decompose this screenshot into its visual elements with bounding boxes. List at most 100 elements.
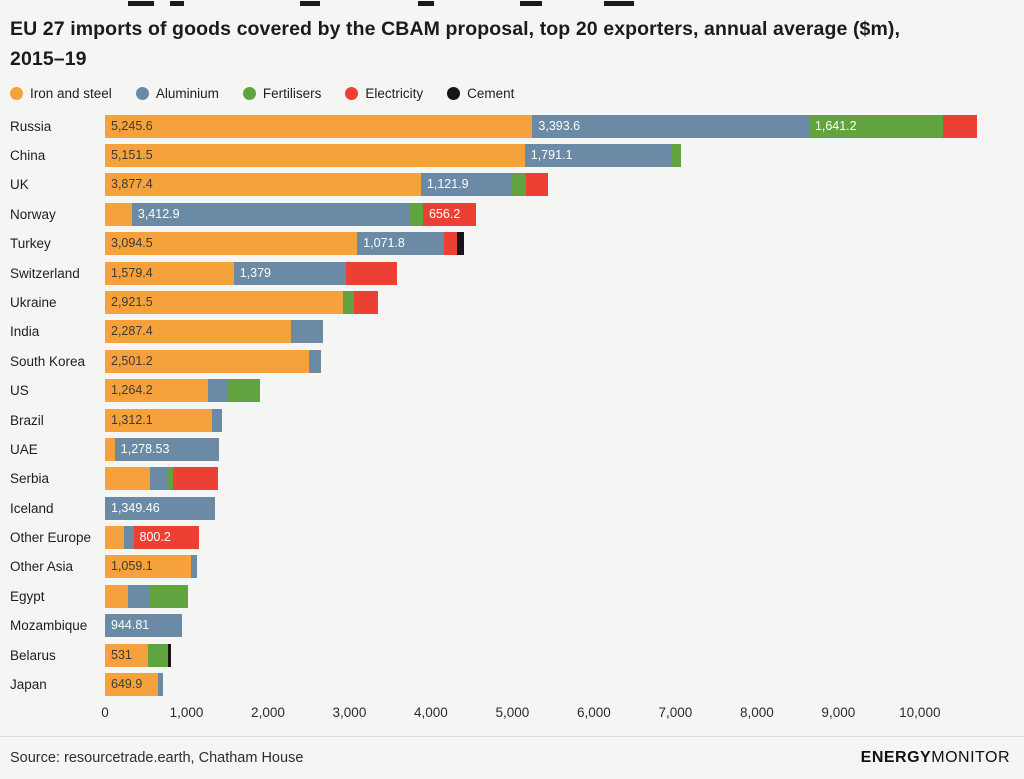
segment-fertilisers: 1,641.2: [808, 114, 943, 138]
value-label: 944.81: [111, 618, 150, 633]
category-label: South Korea: [10, 353, 86, 369]
bar-row-japan: Japan 649.9: [10, 670, 1024, 699]
legend-swatch-icon: [447, 87, 461, 101]
value-label: 1,312.1: [111, 412, 153, 427]
x-tick-label: 1,000: [169, 705, 204, 721]
x-tick-label: 3,000: [332, 705, 367, 721]
bar-track: 1,278.53: [105, 437, 985, 461]
segment-electricity: [172, 467, 219, 491]
bar-row-ukraine: Ukraine 2,921.5: [10, 288, 1024, 317]
category-label: Norway: [10, 206, 56, 222]
segment-iron-and-steel: 1,312.1: [105, 408, 212, 432]
segment-electricity: [444, 232, 457, 256]
bar-row-russia: Russia 5,245.6 3,393.6 1,641.2: [10, 111, 1024, 140]
segment-aluminium: [127, 584, 150, 608]
bar-track: 531: [105, 643, 985, 667]
legend-swatch-icon: [10, 87, 23, 101]
value-label: 5,151.5: [111, 148, 153, 163]
category-label: UAE: [10, 441, 38, 457]
bar-track: 5,151.5 1,791.1: [105, 144, 985, 168]
segment-iron-and-steel: 3,877.4: [105, 173, 421, 197]
bar-track: [105, 584, 985, 608]
bar-row-india: India 2,287.4: [10, 317, 1024, 346]
value-label: 800.2: [139, 530, 171, 545]
x-tick-label: 10,000: [899, 705, 941, 721]
legend-item-electricity: Electricity: [345, 86, 423, 101]
bar-row-uk: UK 3,877.4 1,121.9: [10, 170, 1024, 199]
bar-row-mozambique: Mozambique 944.81: [10, 611, 1024, 640]
x-tick-label: 5,000: [495, 705, 530, 721]
bar-track: 649.9: [105, 673, 985, 697]
segment-aluminium: [308, 349, 322, 373]
bar-track: 2,921.5: [105, 290, 985, 314]
category-label: India: [10, 324, 40, 340]
segment-fertilisers: [228, 379, 261, 403]
segment-electricity: 656.2: [422, 202, 477, 226]
segment-iron-and-steel: 5,245.6: [105, 114, 533, 138]
value-label: 1,579.4: [111, 265, 153, 280]
value-label: 531: [111, 647, 132, 662]
category-label: Mozambique: [10, 618, 88, 634]
segment-fertilisers: [409, 202, 423, 226]
value-label: 3,393.6: [538, 118, 581, 133]
segment-aluminium: [191, 555, 197, 579]
bar-row-turkey: Turkey 3,094.5 1,071.8: [10, 229, 1024, 258]
bar-row-egypt: Egypt: [10, 582, 1024, 611]
legend-swatch-icon: [242, 87, 256, 101]
value-label: 1,278.53: [120, 441, 170, 456]
value-label: 1,059.1: [111, 559, 153, 574]
bar-track: 5,245.6 3,393.6 1,641.2: [105, 114, 985, 138]
segment-aluminium: 1,121.9: [420, 173, 513, 197]
segment-iron-and-steel: 1,264.2: [105, 379, 208, 403]
bar-track: 1,312.1: [105, 408, 985, 432]
x-tick-label: 7,000: [658, 705, 693, 721]
segment-iron-and-steel: 649.9: [105, 673, 158, 697]
segment-aluminium: 944.81: [105, 614, 182, 638]
category-label: Serbia: [10, 471, 50, 487]
legend-item-cement: Cement: [447, 86, 514, 101]
bar-row-iceland: Iceland 1,349.46: [10, 494, 1024, 523]
segment-fertilisers: [149, 584, 189, 608]
segment-iron-and-steel: [105, 202, 132, 226]
crop-mark: [170, 1, 184, 6]
logo-energy: ENERGY: [860, 749, 932, 766]
category-label: Other Asia: [10, 559, 74, 575]
segment-aluminium: [157, 673, 163, 697]
category-label: Belarus: [10, 647, 56, 663]
category-label: Brazil: [10, 412, 44, 428]
segment-aluminium: 3,393.6: [532, 114, 809, 138]
bar-row-belarus: Belarus 531: [10, 640, 1024, 669]
segment-electricity: [526, 173, 549, 197]
segment-iron-and-steel: 2,501.2: [105, 349, 309, 373]
segment-iron-and-steel: [105, 526, 124, 550]
segment-aluminium: [291, 320, 323, 344]
value-label: 1,264.2: [111, 383, 153, 398]
segment-aluminium: [149, 467, 168, 491]
bar-track: 944.81: [105, 614, 985, 638]
crop-mark: [520, 1, 542, 6]
category-label: China: [10, 148, 46, 164]
segment-aluminium: 1,278.53: [114, 437, 219, 461]
bar-row-uae: UAE 1,278.53: [10, 435, 1024, 464]
legend-label: Fertilisers: [262, 86, 322, 102]
value-label: 1,791.1: [530, 148, 573, 163]
segment-iron-and-steel: [105, 437, 115, 461]
category-label: Ukraine: [10, 294, 57, 310]
segment-aluminium: 1,791.1: [524, 144, 671, 168]
segment-iron-and-steel: 531: [105, 643, 149, 667]
segment-fertilisers: [670, 144, 682, 168]
cropped-text-fragment: [0, 0, 1024, 7]
x-tick-label: 4,000: [414, 705, 448, 721]
category-label: Egypt: [10, 588, 45, 604]
chart-legend: Iron and steel Aluminium Fertilisers Electr…: [0, 80, 1024, 111]
bar-track: 800.2: [105, 526, 985, 550]
segment-electricity: 800.2: [133, 526, 199, 550]
x-tick-label: 6,000: [576, 705, 611, 721]
segment-aluminium: 3,412.9: [131, 202, 410, 226]
segment-cement: [167, 643, 172, 667]
value-label: 1,121.9: [426, 177, 469, 192]
category-label: UK: [10, 177, 29, 193]
legend-label: Iron and steel: [30, 86, 112, 102]
legend-item-aluminium: Aluminium: [135, 86, 219, 101]
